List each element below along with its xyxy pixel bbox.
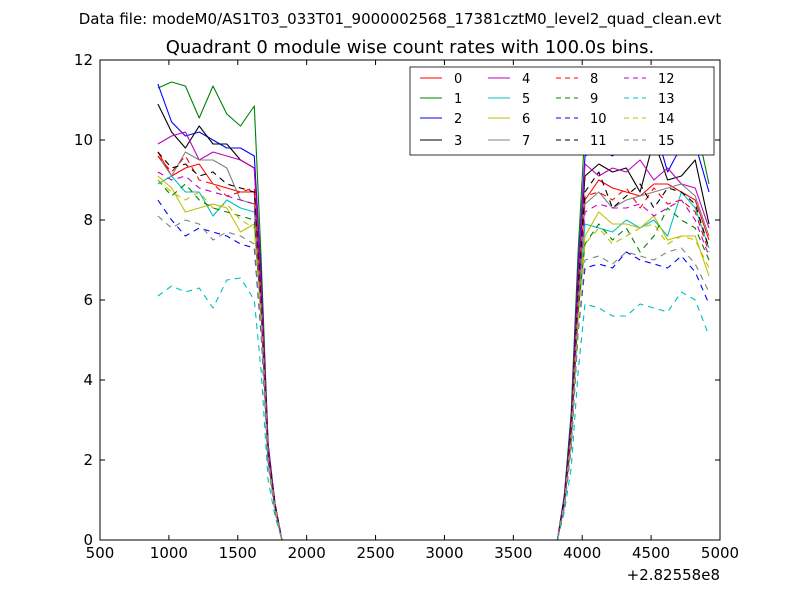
y-tick-label: 0 bbox=[83, 531, 93, 549]
legend-label-12: 12 bbox=[658, 72, 675, 87]
x-tick-label: 4500 bbox=[632, 544, 670, 562]
y-tick-label: 10 bbox=[74, 131, 93, 149]
legend-label-14: 14 bbox=[658, 112, 675, 127]
series-line-0 bbox=[157, 151, 710, 540]
legend-label-7: 7 bbox=[522, 134, 530, 149]
legend-label-2: 2 bbox=[454, 112, 462, 127]
y-tick-label: 4 bbox=[83, 371, 93, 389]
legend-label-11: 11 bbox=[590, 134, 607, 149]
legend-label-8: 8 bbox=[590, 72, 598, 87]
x-tick-label: 2000 bbox=[288, 544, 326, 562]
legend-label-5: 5 bbox=[522, 92, 530, 107]
x-tick-label: 1500 bbox=[219, 544, 257, 562]
suptitle: Data file: modeM0/AS1T03_033T01_90000025… bbox=[79, 10, 722, 29]
x-offset-label: +2.82558e8 bbox=[627, 566, 720, 584]
legend-box bbox=[409, 66, 715, 156]
y-tick-label: 8 bbox=[83, 211, 93, 229]
x-tick-label: 3000 bbox=[425, 544, 463, 562]
x-tick-label: 5000 bbox=[701, 544, 739, 562]
x-tick-label: 500 bbox=[86, 544, 115, 562]
x-tick-label: 1000 bbox=[150, 544, 188, 562]
series-line-13 bbox=[157, 277, 710, 540]
legend-label-6: 6 bbox=[522, 112, 530, 127]
legend-label-4: 4 bbox=[522, 72, 530, 87]
legend-label-10: 10 bbox=[590, 112, 607, 127]
series-line-4 bbox=[157, 131, 710, 540]
legend-label-0: 0 bbox=[454, 72, 462, 87]
y-tick-label: 12 bbox=[74, 51, 93, 69]
legend-label-3: 3 bbox=[454, 134, 462, 149]
y-tick-label: 6 bbox=[83, 291, 93, 309]
legend-label-15: 15 bbox=[658, 134, 675, 149]
series-line-15 bbox=[157, 215, 710, 540]
x-axis: 500 1000 1500 2000 2500 3000 3500 4000 4500 5000 bbox=[86, 60, 739, 562]
chart-title: Quadrant 0 module wise count rates with … bbox=[166, 37, 655, 58]
x-tick-label: 3500 bbox=[494, 544, 532, 562]
legend-label-9: 9 bbox=[590, 92, 598, 107]
series-line-7 bbox=[157, 151, 710, 540]
x-tick-label: 4000 bbox=[563, 544, 601, 562]
x-tick-label: 2500 bbox=[356, 544, 394, 562]
y-tick-label: 2 bbox=[83, 451, 93, 469]
legend-label-13: 13 bbox=[658, 92, 675, 107]
legend-label-1: 1 bbox=[454, 92, 462, 107]
